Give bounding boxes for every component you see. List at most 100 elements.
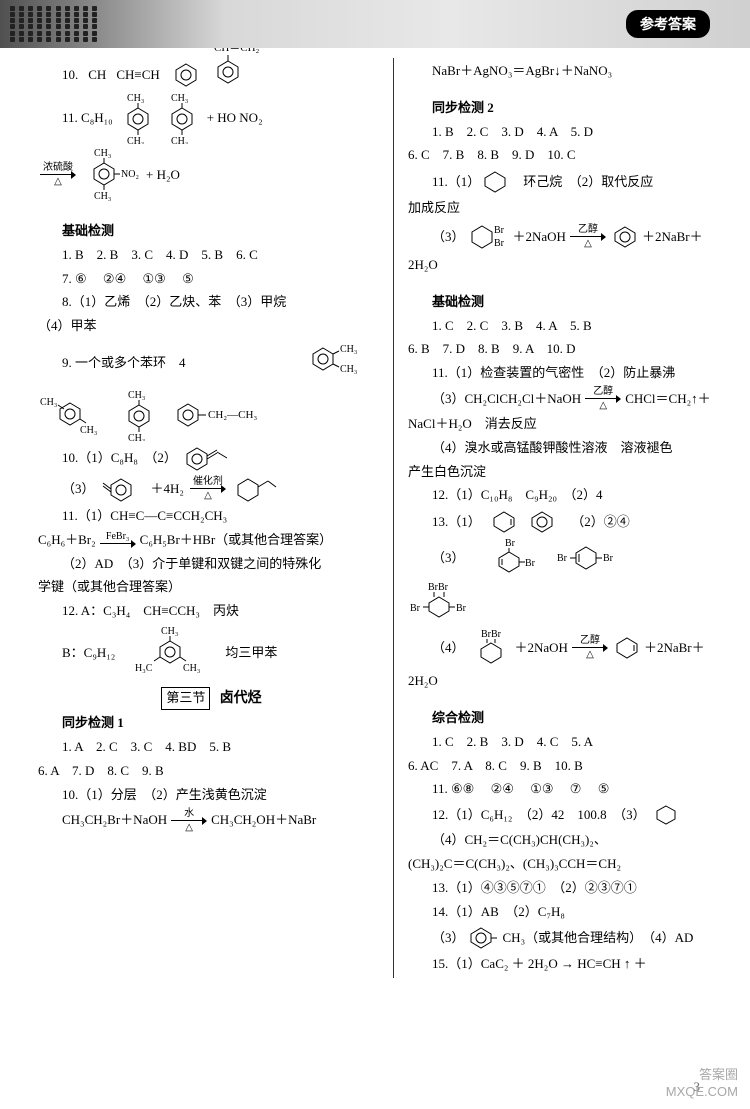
- right-base-q11a: 11.（1）检查装置的气密性 （2）防止暴沸: [408, 363, 722, 384]
- right-comp-q12c: (CH₃)₂C＝C(CH₃)₂、(CH₃)₃CCH＝CH₂: [408, 854, 722, 875]
- section-box: 第三节: [161, 687, 210, 710]
- svg-text:H₃C: H₃C: [135, 663, 153, 674]
- tetrabromo-icon: BrBrBrBr: [410, 581, 482, 625]
- svg-text:CH₃: CH₃: [183, 663, 200, 674]
- right-comp-q12b: （4）CH₂＝C(CH₃)CH(CH₃)₂、: [408, 830, 722, 851]
- right-base-mc1: 1. C 2. C 3. B 4. A 5. B: [408, 316, 722, 337]
- q11b-rhs: + H₂O: [146, 165, 180, 186]
- svg-text:Br: Br: [456, 603, 467, 614]
- svg-text:CH₃: CH₃: [80, 425, 97, 435]
- left-sec1-title: 基础检测: [38, 221, 385, 242]
- left-sync1-title: 同步检测 1: [38, 713, 385, 734]
- header-band: 参考答案: [0, 0, 750, 48]
- q10-mol1: CH: [88, 65, 106, 86]
- right-comp-q15: 15.（1）CaC₂ ＋ 2H₂O → HC≡CH ↑ ＋: [408, 954, 722, 975]
- svg-text:CH₃: CH₃: [340, 344, 357, 355]
- left-sec1-q10-3: （3） ＋4H₂ 催化剂 △: [38, 475, 385, 503]
- svg-text:Br: Br: [525, 558, 535, 569]
- o-xylene-icon: CH₃CH₃: [309, 340, 365, 386]
- right-comp-mc1: 1. C 2. B 3. D 4. C 5. A: [408, 732, 722, 753]
- cyclohexene-icon: [491, 509, 517, 535]
- mesitylene-icon: CH₃H₃CCH₃: [135, 625, 205, 681]
- p-xylene-icon-2: CH₃CH₃: [165, 92, 199, 144]
- right-comp-title: 综合检测: [408, 708, 722, 729]
- dibromo-cyclohexane-icon: Br Br: [469, 222, 509, 252]
- left-sec1-mc: 1. B 2. B 3. C 4. D 5. B 6. C: [38, 245, 385, 266]
- benzene-icon: [172, 61, 200, 89]
- left-sec1-q9-isomers: CH₃ CH₃ CH₃ CH₃ CH₂—CH₃: [38, 389, 385, 441]
- nitro-xylene-icon: CH₃NO₂CH₃: [84, 147, 140, 203]
- right-top-eq: NaBr＋AgNO₃＝AgBr↓＋NaNO₃: [408, 61, 722, 82]
- left-sec1-q8b: （4）甲苯: [38, 316, 385, 337]
- svg-text:CH₃: CH₃: [127, 93, 144, 104]
- section-title: 卤代烃: [220, 688, 262, 710]
- svg-text:CH₃: CH₃: [128, 433, 145, 441]
- left-sec1-q7: 7. ⑥ ②④ ①③ ⑤: [38, 269, 385, 290]
- p-xylene-icon: CH₃CH₃: [121, 92, 155, 144]
- right-base-q13c-row2: BrBrBrBr: [408, 581, 722, 625]
- cyclohexane-icon: [482, 169, 508, 195]
- left-sec1-q11: 11.（1）CH≡C—C≡CCH₂CH₃: [38, 506, 385, 527]
- para-dibromo-icon: BrBr: [557, 544, 629, 572]
- right-base-q13c: （3） BrBr BrBr: [408, 538, 722, 578]
- svg-text:CH₃: CH₃: [94, 148, 111, 159]
- left-sec1-q12a: 12. A：C₃H₄ CH≡CCH₃ 丙炔: [38, 601, 385, 622]
- svg-text:CH₃: CH₃: [171, 93, 188, 104]
- catalyst-arrow: 催化剂 △: [190, 477, 226, 501]
- svg-text:Br: Br: [494, 225, 505, 236]
- right-comp-q13: 13.（1）④③⑤⑦① （2）②③⑦①: [408, 878, 722, 899]
- m-xylene-icon: CH₃ CH₃: [40, 395, 102, 435]
- q11-rhs: + HO NO₂: [207, 108, 263, 129]
- water-arrow: 水 △: [171, 809, 207, 833]
- svg-text:CH₃: CH₃: [40, 397, 57, 408]
- right-base-q13d-end: 2H₂O: [408, 671, 722, 692]
- cyclohexadiene-icon: [614, 635, 640, 661]
- q10-mol2: CH≡CH: [116, 65, 159, 86]
- left-q11: 11. C₈H₁₀ CH₃CH₃ CH₃CH₃ + HO NO₂: [38, 92, 385, 144]
- benzene-icon-2: [612, 224, 638, 250]
- right-comp-q12: 12.（1）C₆H₁₂ （2）42 100.8 （3）: [408, 803, 722, 827]
- content-columns: 10. CH CH≡CH CH＝CH₂ 11. C₈H₁₀ CH₃ CH₃ CH₃…: [0, 48, 750, 988]
- left-sec1-q11d: 学键（或其他合理答案）: [38, 577, 385, 598]
- left-sec1-q9: 9. 一个或多个苯环 4 CH₃CH₃: [38, 340, 385, 386]
- right-base-q11c: （3）CH₂ClCH₂Cl＋NaOH 乙醇 △ CHCl＝CH₂↑＋: [408, 387, 722, 411]
- watermark: 答案圈 MXQE.COM: [666, 1067, 738, 1101]
- right-base-q11c-end: NaCl＋H₂O 消去反应: [408, 414, 722, 435]
- right-comp-q14b: （3） CH₃（或其他合理结构） （4）AD: [408, 925, 722, 951]
- ethylcyclohexane-icon: [234, 475, 278, 503]
- styrene2-icon: [185, 444, 233, 472]
- header-dot-pattern: [10, 6, 100, 42]
- right-sync2-q11c: （3） BrBr ＋2NaOH 乙醇 △ ＋2NaBr＋: [408, 222, 722, 252]
- left-sync1-q10: 10.（1）分层 （2）产生浅黄色沉淀: [38, 785, 385, 806]
- right-comp-mc2: 6. AC 7. A 8. C 9. B 10. B: [408, 756, 722, 777]
- styrene3-icon: [101, 475, 145, 503]
- left-sec1-q12b: B：C₉H₁₂ CH₃H₃CCH₃ 均三甲苯: [38, 625, 385, 681]
- benzene-icon-3: [529, 509, 555, 535]
- right-sync2-q11c-end: 2H₂O: [408, 255, 722, 276]
- right-sync2-q11b: 加成反应: [408, 198, 722, 219]
- left-q10: 10. CH CH≡CH CH＝CH₂: [38, 61, 385, 89]
- right-comp-q14: 14.（1）AB （2）C₇H₈: [408, 902, 722, 923]
- svg-text:Br: Br: [603, 553, 614, 564]
- right-base-title: 基础检测: [408, 292, 722, 313]
- ethylbenzene-icon: CH₂—CH₃: [176, 400, 272, 430]
- q11-label: 11. C₈H₁₀: [62, 108, 113, 129]
- right-base-q11d2: 产生白色沉淀: [408, 462, 722, 483]
- right-base-q12: 12.（1）C₁₀H₈ C₉H₂₀ （2）4: [408, 485, 722, 506]
- left-sec1-q11b: C₆H₆＋Br₂ FeBr₃ C₆H₅Br＋HBr（或其他合理答案）: [38, 530, 385, 551]
- right-column: NaBr＋AgNO₃＝AgBr↓＋NaNO₃ 同步检测 2 1. B 2. C …: [394, 58, 730, 978]
- svg-text:Br: Br: [494, 238, 505, 249]
- right-sync2-q11a: 11.（1） 环己烷 （2）取代反应: [408, 169, 722, 195]
- toluene-icon: [469, 925, 499, 951]
- left-sec3-heading: 第三节 卤代烃: [38, 687, 385, 710]
- sulfuric-acid-arrow: 浓硫酸 △: [40, 163, 76, 187]
- right-base-q13d: （4） BrBr ＋2NaOH 乙醇 △ ＋2NaBr＋: [408, 628, 722, 668]
- left-q11b: 浓硫酸 △ CH₃NO₂CH₃ + H₂O: [38, 147, 385, 203]
- right-sync2-mc2: 6. C 7. B 8. B 9. D 10. C: [408, 145, 722, 166]
- p-xylene-icon-3: CH₃ CH₃: [122, 389, 156, 441]
- svg-text:CH₃: CH₃: [128, 390, 145, 401]
- svg-text:Br: Br: [505, 538, 516, 549]
- ethanol-arrow-3: 乙醇 △: [572, 636, 608, 660]
- ethanol-arrow-2: 乙醇 △: [585, 387, 621, 411]
- left-column: 10. CH CH≡CH CH＝CH₂ 11. C₈H₁₀ CH₃ CH₃ CH₃…: [30, 58, 394, 978]
